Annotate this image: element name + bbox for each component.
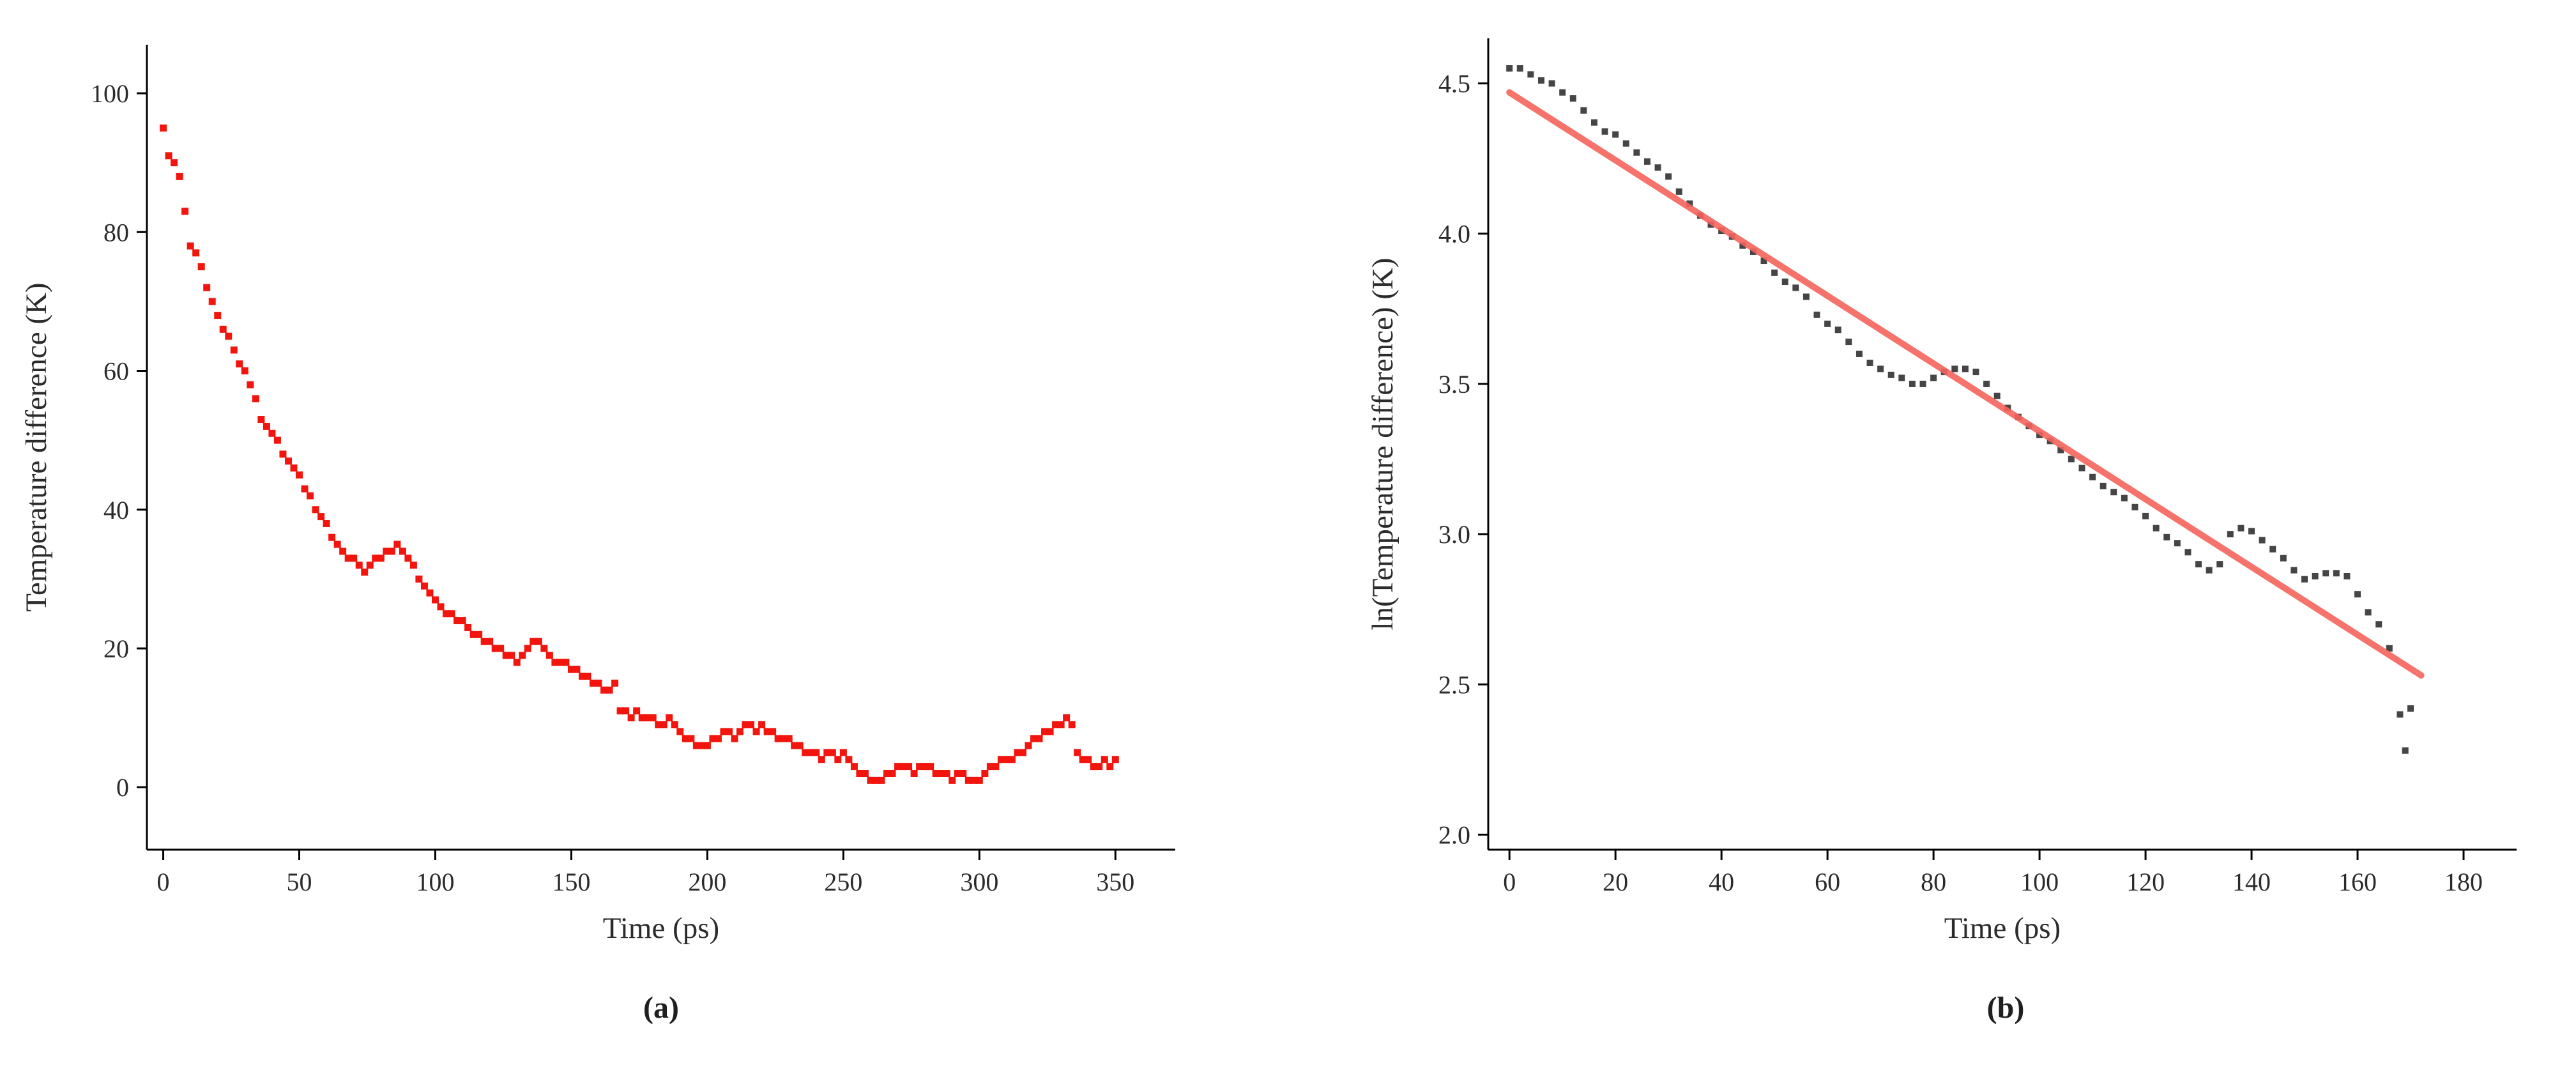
- svg-text:140: 140: [2232, 868, 2271, 896]
- svg-text:4.5: 4.5: [1438, 70, 1470, 98]
- svg-text:0: 0: [157, 868, 170, 896]
- svg-text:300: 300: [960, 868, 998, 896]
- svg-text:3.5: 3.5: [1438, 370, 1470, 399]
- svg-text:Time (ps): Time (ps): [603, 912, 719, 945]
- svg-text:40: 40: [1709, 868, 1734, 896]
- svg-text:350: 350: [1096, 868, 1134, 896]
- panel-a-chart-svg: 0 50 100 150 200 250 300 350 0 20 40 60 80 100 Time (p…: [20, 45, 1175, 945]
- panel-b-caption: (b): [1986, 991, 2025, 1025]
- svg-text:ln(Temperature difference) (K): ln(Temperature difference) (K): [1366, 257, 1399, 630]
- svg-text:160: 160: [2338, 868, 2377, 896]
- svg-text:40: 40: [103, 496, 129, 525]
- svg-text:80: 80: [1921, 868, 1946, 896]
- svg-text:60: 60: [103, 357, 129, 386]
- svg-text:3.0: 3.0: [1438, 520, 1470, 549]
- svg-text:2.5: 2.5: [1438, 670, 1470, 699]
- svg-text:20: 20: [1603, 868, 1628, 896]
- svg-text:0: 0: [116, 773, 129, 802]
- svg-text:100: 100: [91, 79, 129, 108]
- panel-a-caption: (a): [643, 991, 679, 1025]
- svg-text:60: 60: [1815, 868, 1840, 896]
- svg-text:180: 180: [2444, 868, 2483, 896]
- svg-text:Time (ps): Time (ps): [1944, 912, 2061, 945]
- svg-text:100: 100: [2020, 868, 2059, 896]
- svg-text:100: 100: [416, 868, 454, 896]
- svg-text:250: 250: [824, 868, 862, 896]
- svg-text:50: 50: [287, 868, 312, 896]
- svg-text:2.0: 2.0: [1438, 820, 1470, 849]
- svg-text:Temperature difference (K): Temperature difference (K): [20, 282, 53, 611]
- svg-text:20: 20: [103, 634, 129, 663]
- svg-text:200: 200: [688, 868, 726, 896]
- svg-text:120: 120: [2126, 868, 2165, 896]
- panel-b: 0 20 40 60 80 100 120 140 160 180 2.0 2.5 3.0 3.5 4.0 4…: [1288, 0, 2576, 1072]
- svg-text:150: 150: [552, 868, 590, 896]
- svg-text:4.0: 4.0: [1438, 220, 1470, 249]
- svg-text:80: 80: [103, 218, 129, 247]
- panel-b-chart-svg: 0 20 40 60 80 100 120 140 160 180 2.0 2.5 3.0 3.5 4.0 4…: [1366, 38, 2517, 945]
- panel-a: 0 50 100 150 200 250 300 350 0 20 40 60 80 100 Time (p…: [20, 45, 1175, 945]
- svg-text:0: 0: [1503, 868, 1516, 896]
